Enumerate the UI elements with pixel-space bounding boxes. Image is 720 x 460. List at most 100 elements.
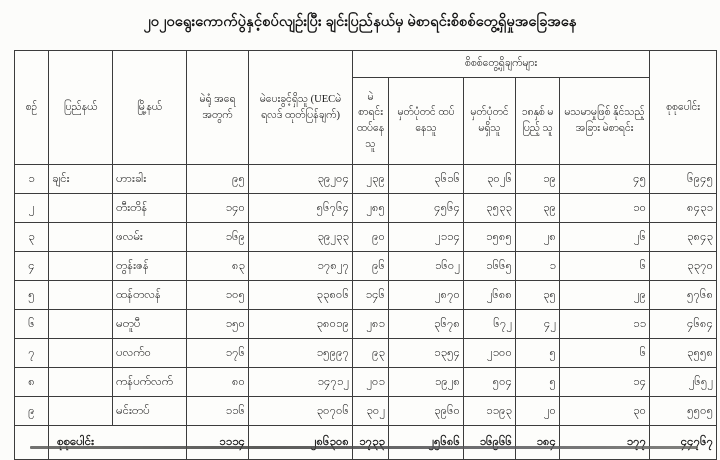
cell-under-18: ၄၂ <box>515 309 560 339</box>
cell-other-suspicious: ၆ <box>558 338 651 368</box>
cell-row-total: ၅၇၆၈ <box>649 280 718 310</box>
cell-voters: ၁၇၈၂၇ <box>248 251 353 281</box>
cell-township: ဖလမ်း <box>112 222 187 252</box>
cell-stations: ၈၀ <box>186 367 249 397</box>
header-under-18: ၁၈နှစ် မပြည့် သူ <box>515 77 560 165</box>
totals-no-nrc: ၁၆၉၆၆ <box>463 425 516 460</box>
cell-state <box>48 193 113 223</box>
cell-township: မတူပီ <box>112 309 187 339</box>
cell-serial: ၅ <box>14 280 49 310</box>
cell-no-nrc: ၅၀၄ <box>463 367 516 397</box>
cell-no-nrc: ၂၁၀၀ <box>463 338 516 368</box>
cell-other-suspicious: ၂၆ <box>558 222 651 252</box>
cell-stations: ၉၅ <box>186 164 249 194</box>
totals-duplicate-nrc: ၂၅၆၈၆ <box>388 425 464 460</box>
cell-other-suspicious: ၃၀ <box>558 396 651 426</box>
cell-voters: ၃၈၀၁၉ <box>248 309 353 339</box>
cell-township: ထန်တလန် <box>112 280 187 310</box>
cell-serial: ၂ <box>14 193 49 223</box>
cell-other-suspicious: ၄၅ <box>558 164 651 194</box>
cell-voters: ၃၉၂၃၃ <box>248 222 353 252</box>
header-duplicate-nrc: မှတ်ပုံတင် ထပ်နေသူ <box>388 77 464 165</box>
cell-stations: ၁၇၆ <box>186 338 249 368</box>
table-footer: စုစုပေါင်း ၁၁၁၄ ၂၈၆၃၀၈ ၁၇၃၃ ၂၅၆၈၆ ၁၆၉၆၆ … <box>14 425 718 460</box>
cell-row-total: ၆၉၄၅ <box>649 164 718 194</box>
header-total: စုစုပေါင်း <box>649 50 718 165</box>
cell-state <box>48 338 113 368</box>
header-township: မြို့နယ် <box>112 50 187 165</box>
table-row: ၂ တီးတိန် ၁၄၀ ၅၆၇၆၄ ၂၈၅ ၄၅၆၄ ၃၅၃၃ ၃၉ ၁၀ ၈၄၃၁ <box>14 193 718 223</box>
cell-no-nrc: ၃၅၃၃ <box>463 193 516 223</box>
table-row: ၃ ဖလမ်း ၁၆၉ ၃၉၂၃၃ ၉၀ ၂၁၁၄ ၁၅၈၅ ၂၈ ၂၆ ၃၈၄၃ <box>14 222 718 252</box>
table-row: ၇ ပလက်ဝ ၁၇၆ ၁၅၉၉၇ ၉၃ ၁၃၅၄ ၂၁၀၀၅၆၃၅၅၈ <box>14 338 718 368</box>
cell-serial: ၇ <box>14 338 49 368</box>
header-duplicate-voterlist: မဲစာရင်း ထပ်နေ သူ <box>352 77 389 165</box>
totals-other-suspicious: ၁၇၇ <box>558 425 651 460</box>
cell-duplicate-nrc: ၃၉၆၀ <box>388 396 464 426</box>
cell-duplicate-voterlist: ၃၀၂ <box>352 396 389 426</box>
cell-serial: ၃ <box>14 222 49 252</box>
cell-duplicate-voterlist: ၂၈၁ <box>352 309 389 339</box>
header-eligible-voters: မဲပေးခွင့်ရှိသူ (UECမဲရလဒ် ထုတ်ပြန်ချက်) <box>248 50 353 165</box>
page-title: ၂၀၂၀ရွေးကောက်ပွဲနှင့်စပ်လျဉ်းပြီး ချင်းပ… <box>143 14 577 30</box>
cell-serial: ၉ <box>14 396 49 426</box>
cell-under-18: ၂၈ <box>515 222 560 252</box>
cell-duplicate-nrc: ၄၅၆၄ <box>388 193 464 223</box>
cell-duplicate-voterlist: ၉၀ <box>352 222 389 252</box>
cell-duplicate-nrc: ၁၃၅၄ <box>388 338 464 368</box>
cell-under-18: ၃၅ <box>515 280 560 310</box>
cell-other-suspicious: ၂၉ <box>558 280 651 310</box>
cell-under-18: ၁၉ <box>515 164 560 194</box>
cell-stations: ၁၄၀ <box>186 193 249 223</box>
cell-other-suspicious: ၁၀ <box>558 193 651 223</box>
cell-no-nrc: ၁၅၈၅ <box>463 222 516 252</box>
cell-serial: ၈ <box>14 367 49 397</box>
cell-duplicate-voterlist: ၂၃၉ <box>352 164 389 194</box>
cell-duplicate-voterlist: ၁၄၆ <box>352 280 389 310</box>
cell-serial: ၆ <box>14 309 49 339</box>
cell-no-nrc: ၃၀၂၆ <box>463 164 516 194</box>
totals-under-18: ၁၈၄ <box>515 425 560 460</box>
cell-other-suspicious: ၁၄ <box>558 367 651 397</box>
table-row: ၆ မတူပီ ၁၅၀ ၃၈၀၁၉ ၂၈၁ ၃၆၇၈ ၆၇၂ ၄၂ ၁၁ ၄၆၈၄ <box>14 309 718 339</box>
cell-state: ချင်း <box>48 164 113 194</box>
cell-duplicate-voterlist: ၉၆ <box>352 251 389 281</box>
cell-township: ပလက်ဝ <box>112 338 187 368</box>
cell-row-total: ၂၆၅၂ <box>649 367 718 397</box>
cell-duplicate-nrc: ၂၈၇၀ <box>388 280 464 310</box>
cell-under-18: ၃၉ <box>515 193 560 223</box>
header-serial: စဉ် <box>14 50 49 165</box>
cell-duplicate-nrc: ၃၆၁၆ <box>388 164 464 194</box>
cell-no-nrc: ၆၇၂ <box>463 309 516 339</box>
cell-under-18: ၁ <box>515 251 560 281</box>
header-polling-stations: မဲရုံ အရေ အတွက် <box>186 50 249 165</box>
totals-row: စုစုပေါင်း ၁၁၁၄ ၂၈၆၃၀၈ ၁၇၃၃ ၂၅၆၈၆ ၁၆၉၆၆ … <box>14 425 718 460</box>
totals-voters: ၂၈၆၃၀၈ <box>248 425 353 460</box>
verification-table: စဉ် ပြည်နယ် မြို့နယ် မဲရုံ အရေ အတွက် မဲပ… <box>14 50 718 460</box>
cell-duplicate-nrc: ၁၉၂၈ <box>388 367 464 397</box>
totals-label: စုစုပေါင်း <box>48 425 187 460</box>
cell-row-total: ၃၅၅၈ <box>649 338 718 368</box>
header-state: ပြည်နယ် <box>48 50 113 165</box>
cell-township: တီးတိန် <box>112 193 187 223</box>
cell-state <box>48 396 113 426</box>
cell-under-18: ၅ <box>515 338 560 368</box>
cell-state <box>48 309 113 339</box>
cell-other-suspicious: ၆ <box>558 251 651 281</box>
totals-duplicate-voterlist: ၁၇၃၃ <box>352 425 389 460</box>
table-header: စဉ် ပြည်နယ် မြို့နယ် မဲရုံ အရေ အတွက် မဲပ… <box>14 50 718 165</box>
cell-duplicate-nrc: ၃၆၇၈ <box>388 309 464 339</box>
cell-stations: ၁၆၉ <box>186 222 249 252</box>
cell-state <box>48 280 113 310</box>
cell-duplicate-nrc: ၁၆၀၂ <box>388 251 464 281</box>
cell-duplicate-voterlist: ၂၈၅ <box>352 193 389 223</box>
cell-state <box>48 251 113 281</box>
cell-stations: ၈၃ <box>186 251 249 281</box>
cell-voters: ၁၄၇၁၂ <box>248 367 353 397</box>
cell-no-nrc: ၂၆၈၈ <box>463 280 516 310</box>
table-row: ၁ချင်း ဟားခါး ၉၅ ၃၉၂၀၄ ၂၃၉ ၃၆၁၆ ၃၀၂၆ ၁၉ ၄၅ ၆၉၄၅ <box>14 164 718 194</box>
cell-serial: ၄ <box>14 251 49 281</box>
cell-row-total: ၅၅၀၅ <box>649 396 718 426</box>
totals-stations: ၁၁၁၄ <box>186 425 249 460</box>
